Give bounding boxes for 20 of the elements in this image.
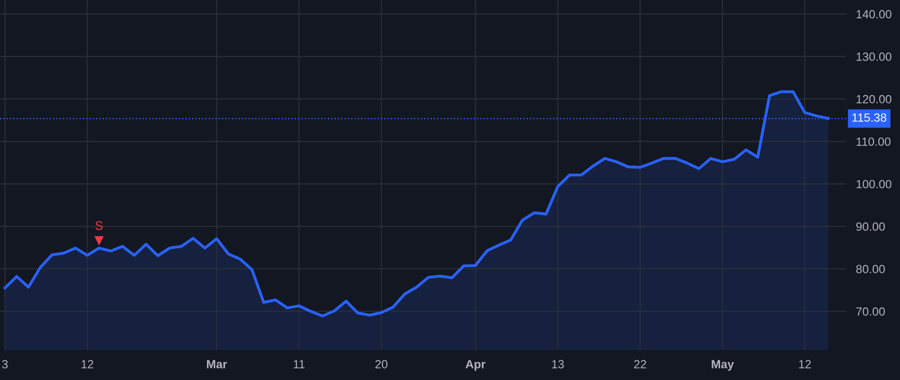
x-tick-label: 11	[294, 360, 305, 368]
y-tick-label: 110.00	[856, 137, 890, 146]
ref-line-label: 115.38	[852, 113, 886, 122]
y-tick-label: 140.00	[856, 10, 892, 18]
x-tick-label: 20	[375, 360, 388, 368]
x-tick-label: 12	[82, 360, 94, 368]
x-tick-label: Mar	[206, 360, 227, 368]
y-tick-label: 130.00	[856, 52, 892, 61]
y-tick-label: 90.00	[856, 222, 885, 231]
y-tick-label: 80.00	[856, 264, 885, 274]
y-tick-label: 70.00	[856, 307, 885, 316]
x-tick-label: May	[712, 360, 734, 371]
x-tick-label: 12	[799, 360, 811, 368]
x-tick-label: 3	[2, 360, 8, 368]
x-tick-label: 22	[634, 360, 646, 368]
y-tick-label: 100.00	[856, 180, 892, 188]
series-label: S	[95, 221, 103, 230]
y-tick-label: 120.00	[856, 94, 892, 104]
x-tick-label: Apr	[466, 360, 486, 371]
x-tick-label: 13	[552, 360, 564, 368]
